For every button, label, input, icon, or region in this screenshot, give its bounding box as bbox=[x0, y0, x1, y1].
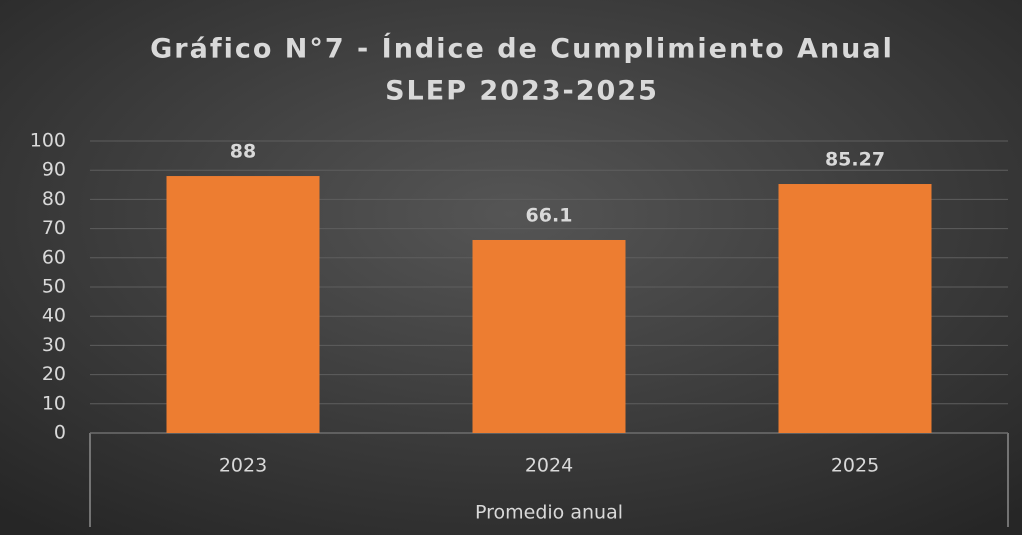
data-label: 88 bbox=[230, 141, 256, 163]
y-tick-label: 30 bbox=[42, 334, 66, 356]
y-tick-label: 0 bbox=[54, 422, 66, 444]
bar bbox=[472, 239, 626, 433]
x-tick-label: 2024 bbox=[525, 455, 573, 477]
y-tick-label: 50 bbox=[42, 276, 66, 298]
y-tick-label: 100 bbox=[30, 130, 66, 152]
data-label: 85.27 bbox=[825, 149, 885, 171]
y-tick-label: 80 bbox=[42, 188, 66, 210]
y-tick-label: 70 bbox=[42, 217, 66, 239]
data-label: 66.1 bbox=[526, 204, 573, 226]
x-tick-label: 2023 bbox=[219, 455, 267, 477]
y-tick-label: 60 bbox=[42, 246, 66, 268]
y-tick-label: 40 bbox=[42, 305, 66, 327]
chart-title: SLEP 2023-2025 bbox=[385, 76, 659, 107]
y-tick-label: 10 bbox=[42, 392, 66, 414]
y-tick-label: 20 bbox=[42, 363, 66, 385]
x-tick-label: 2025 bbox=[831, 455, 879, 477]
bar bbox=[778, 184, 932, 433]
bar bbox=[166, 176, 320, 434]
y-tick-label: 90 bbox=[42, 159, 66, 181]
chart-title: Gráfico N°7 - Índice de Cumplimiento Anu… bbox=[150, 33, 894, 65]
group-label: Promedio anual bbox=[475, 502, 623, 524]
